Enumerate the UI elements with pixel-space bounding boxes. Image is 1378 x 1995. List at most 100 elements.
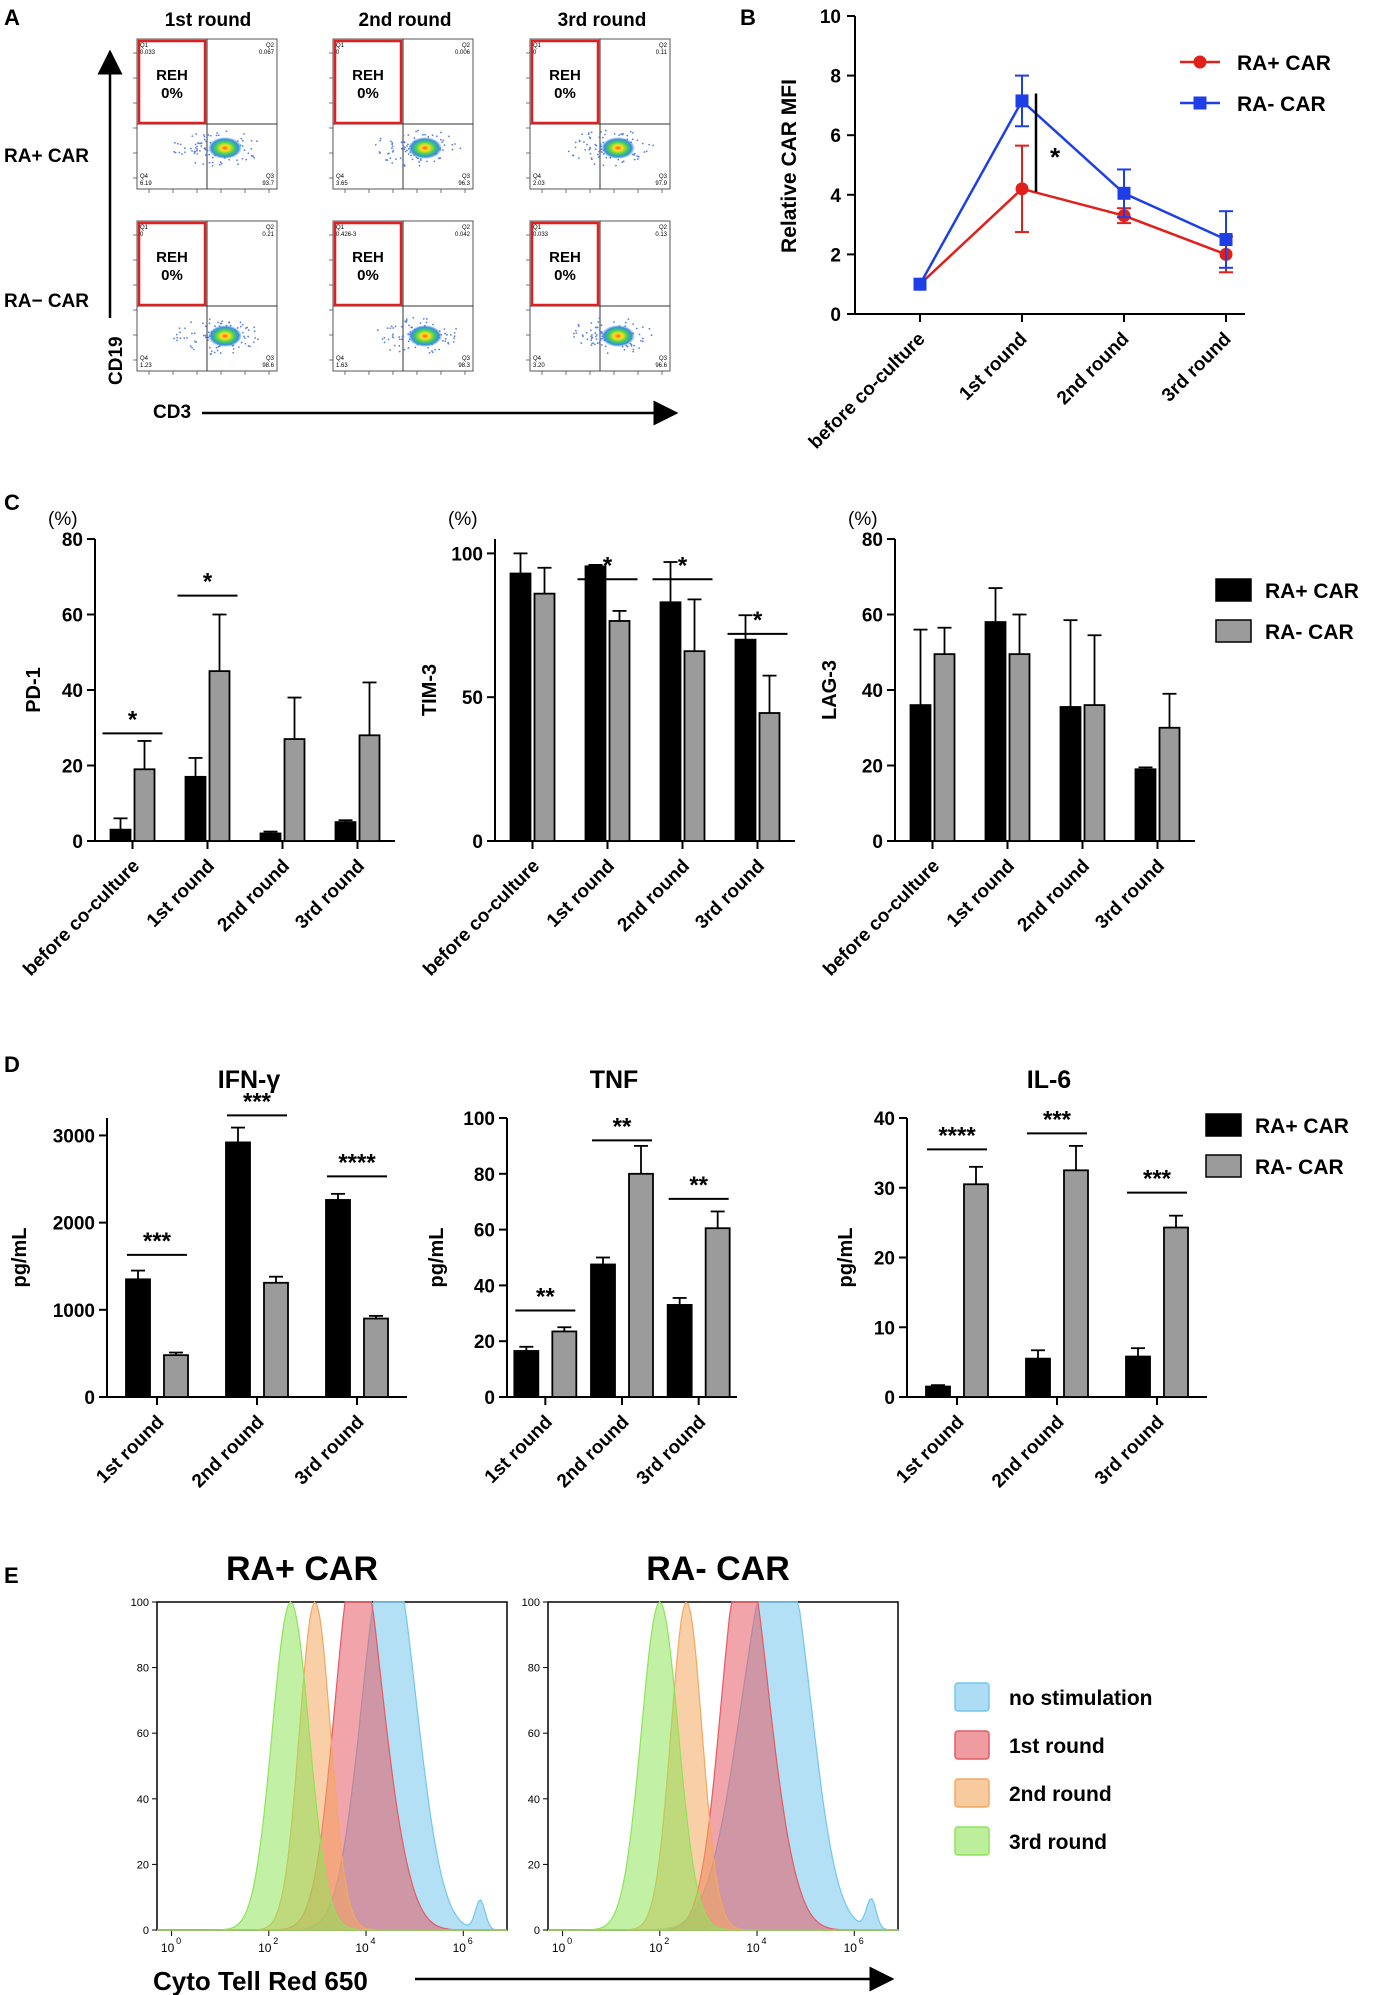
bar-ra-car-before-co-culture: [933, 653, 956, 842]
scatter-dot: [590, 329, 592, 332]
scatter-dot: [236, 159, 238, 162]
scatter-dot: [239, 325, 242, 328]
scatter-dot: [596, 342, 599, 345]
hist-y-tick-label: 40: [137, 1794, 149, 1806]
scatter-dot: [248, 345, 251, 348]
scatter-dot: [242, 331, 244, 334]
gate-label: REH: [549, 67, 581, 84]
scatter-dot: [590, 339, 592, 342]
gate-label: REH: [156, 249, 188, 266]
scatter-dot: [596, 326, 599, 329]
b-significance-star: *: [1050, 142, 1061, 172]
q2-value: 0.13: [655, 232, 667, 238]
scatter-dot: [631, 131, 634, 134]
hist-y-tick-label: 0: [534, 1925, 540, 1937]
scatter-dot: [241, 323, 244, 326]
bar-ra-car-1st-round: [984, 621, 1007, 842]
scatter-dot: [413, 137, 416, 140]
gate-value: 0%: [357, 267, 379, 284]
bar-x-tick-label-2nd-round: 2nd round: [614, 856, 695, 937]
scatter-dot: [455, 328, 457, 330]
bar-y-tick-label: 20: [474, 1332, 495, 1353]
scatter-dot: [598, 136, 601, 139]
scatter-dot: [587, 133, 590, 136]
scatter-dot: [394, 325, 397, 328]
scatter-dot: [453, 337, 455, 340]
scatter-dot: [202, 322, 204, 325]
significance-stars: *: [603, 552, 613, 579]
scatter-dot: [597, 156, 600, 158]
q3-label: Q3: [462, 174, 471, 180]
scatter-dot: [215, 134, 218, 137]
scatter-dot: [406, 149, 408, 152]
scatter-dot: [422, 318, 425, 320]
scatter-dot: [407, 347, 410, 349]
c-legend-label-ra-neg: RA- CAR: [1265, 621, 1354, 644]
bar-x-tick-label-3rd-round: 3rd round: [691, 856, 769, 934]
scatter-dot: [650, 334, 653, 337]
reh-gate: [530, 39, 600, 125]
bar-x-tick-label-3rd-round: 3rd round: [1091, 1412, 1169, 1490]
col-title-1st: 1st round: [165, 10, 252, 31]
bar-x-tick-label-2nd-round: 2nd round: [553, 1412, 634, 1493]
scatter-dot: [217, 321, 219, 324]
b-x-tick-label-1st-round: 1st round: [955, 329, 1031, 405]
bar-ra-car-before-co-culture: [109, 828, 132, 842]
scatter-dot: [179, 143, 182, 146]
scatter-dot: [400, 325, 403, 328]
scatter-dot: [178, 327, 181, 330]
bar-x-tick-label-before-co-culture: before co-culture: [419, 856, 544, 981]
scatter-dot: [228, 158, 231, 161]
scatter-dot: [213, 351, 216, 354]
scatter-dot: [418, 161, 420, 163]
bar-y-tick-label: 40: [862, 681, 883, 702]
scatter-dot: [215, 346, 218, 349]
scatter-dot: [402, 161, 404, 164]
significance-stars: ***: [1143, 1166, 1172, 1193]
scatter-dot: [186, 336, 188, 339]
panel-label-d: D: [4, 1052, 20, 1077]
scatter-dot: [577, 325, 580, 328]
scatter-dot: [613, 321, 615, 323]
scatter-dot: [591, 334, 593, 336]
scatter-dot: [241, 145, 244, 148]
scatter-dot: [386, 327, 389, 330]
b-y-tick-label: 4: [830, 186, 841, 207]
scatter-dot: [210, 134, 212, 137]
significance-stars: *: [203, 569, 213, 596]
q2-value: 0.21: [262, 232, 274, 238]
bar-ra-car-3rd-round: [758, 712, 781, 842]
scatter-dot: [205, 152, 208, 155]
scatter-dot: [572, 332, 575, 335]
bar-ra-car-3rd-round: [325, 1199, 351, 1398]
scatter-dot: [426, 160, 428, 163]
density-core: [208, 325, 242, 347]
scatter-dot: [243, 132, 245, 135]
scatter-dot: [250, 147, 253, 150]
scatter-dot: [600, 343, 603, 346]
q3-label: Q3: [266, 174, 275, 180]
scatter-dot: [219, 352, 222, 354]
bar-y-tick-label: 0: [472, 832, 483, 853]
scatter-dot: [431, 350, 433, 352]
hist-x-tick-exponent: 0: [567, 1936, 572, 1946]
q1-label: Q1: [336, 43, 345, 49]
scatter-dot: [189, 345, 192, 348]
scatter-dot: [244, 327, 247, 330]
e-legend-swatch-3rd-round: [954, 1826, 990, 1856]
hist-y-tick-label: 80: [528, 1663, 540, 1675]
scatter-dot: [630, 344, 633, 347]
scatter-dot: [574, 146, 577, 149]
bar-ra-car-3rd-round: [1163, 1226, 1189, 1398]
scatter-dot: [216, 349, 219, 352]
bar-ra-car-2nd-round: [590, 1263, 616, 1398]
scatter-dot: [179, 337, 182, 340]
b-legend-label-ra-neg: RA- CAR: [1237, 93, 1326, 116]
scatter-dot: [225, 130, 228, 133]
scatter-dot: [443, 328, 446, 331]
q4-label: Q4: [336, 356, 345, 362]
scatter-dot: [194, 150, 197, 153]
bar-x-tick-label-3rd-round: 3rd round: [1091, 856, 1169, 934]
scatter-dot: [408, 324, 410, 327]
scatter-dot: [432, 323, 434, 326]
